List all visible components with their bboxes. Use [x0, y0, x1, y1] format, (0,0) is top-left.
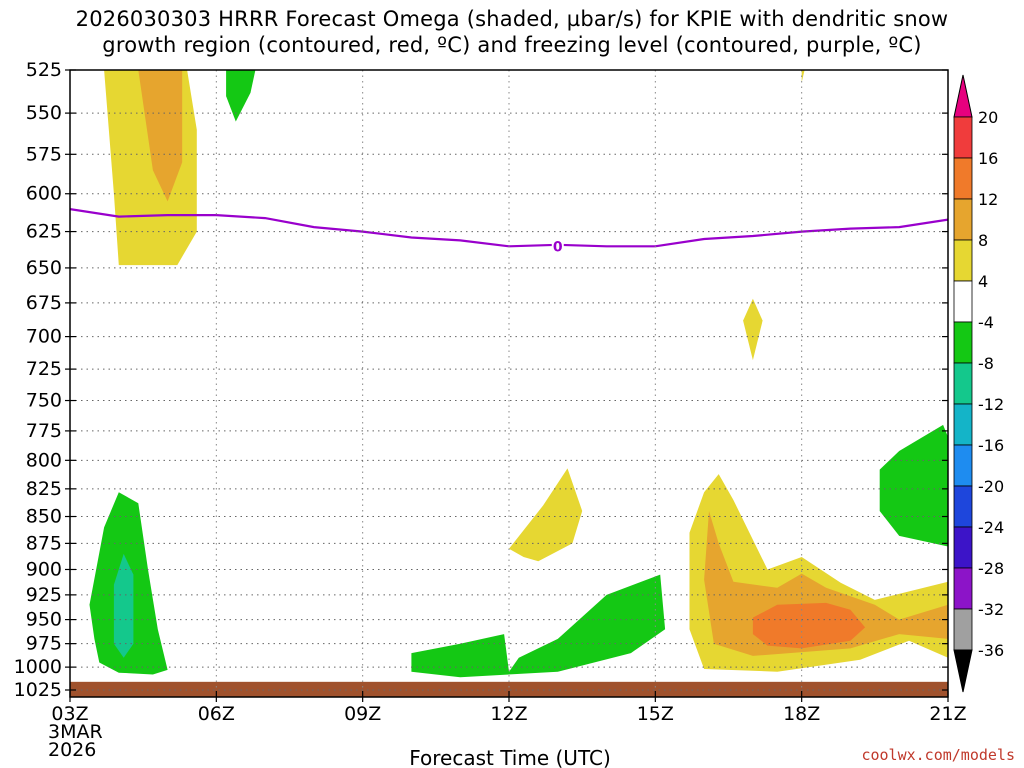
- y-tick-label: 1025: [14, 679, 62, 701]
- chart-title: 2026030303 HRRR Forecast Omega (shaded, …: [75, 7, 949, 57]
- colorbar-label: -32: [978, 600, 1004, 619]
- y-tick-label: 600: [26, 183, 62, 205]
- omega-region-8: [509, 468, 583, 562]
- x-tick-label: 09Z: [344, 703, 381, 725]
- omega-region-1: [138, 70, 183, 202]
- x-date-line1: 3MAR: [48, 721, 103, 743]
- colorbar-label: -28: [978, 559, 1004, 578]
- colorbar-bottom-arrow: [953, 649, 973, 693]
- x-tick-label: 15Z: [637, 703, 674, 725]
- colorbar-label: -20: [978, 477, 1004, 496]
- y-tick-label: 975: [26, 633, 62, 655]
- y-tick-label: 625: [26, 221, 62, 243]
- omega-region-9: [879, 424, 948, 547]
- omega-region-12: [752, 602, 866, 649]
- colorbar-label: -24: [978, 518, 1004, 537]
- omega-region-3: [801, 70, 805, 83]
- y-tick-label: 925: [26, 584, 62, 606]
- x-tick-label: 21Z: [929, 703, 966, 725]
- y-tick-label: 650: [26, 257, 62, 279]
- y-tick-label: 950: [26, 609, 62, 631]
- y-tick-label: 575: [26, 143, 62, 165]
- colorbar-segment: [953, 157, 973, 200]
- x-tick-label: 06Z: [198, 703, 235, 725]
- colorbar-label: 20: [978, 108, 998, 127]
- colorbar-segment: [953, 116, 973, 159]
- y-tick-label: 1000: [14, 656, 62, 678]
- y-tick-label: 725: [26, 358, 62, 380]
- x-tick-label: 18Z: [783, 703, 820, 725]
- colorbar-label: 4: [978, 272, 988, 291]
- omega-region-7: [411, 574, 666, 678]
- colorbar-segment: [953, 526, 973, 569]
- y-tick-label: 875: [26, 532, 62, 554]
- colorbar-label: 12: [978, 190, 998, 209]
- x-tick-label: 12Z: [490, 703, 527, 725]
- colorbar-label: 16: [978, 149, 998, 168]
- colorbar-segment: [953, 321, 973, 364]
- y-tick-label: 825: [26, 478, 62, 500]
- terrain-band: [70, 681, 948, 697]
- y-tick-label: 750: [26, 390, 62, 412]
- colorbar-segment: [953, 280, 973, 323]
- colorbar-label: -4: [978, 313, 994, 332]
- colorbar-segment: [953, 362, 973, 405]
- y-tick-label: 525: [26, 59, 62, 81]
- y-tick-label: 850: [26, 506, 62, 528]
- omega-region-6: [113, 553, 134, 658]
- colorbar-segment: [953, 239, 973, 282]
- omega-region-4: [743, 298, 763, 361]
- credit-label: coolwx.com/models: [861, 746, 1015, 764]
- omega-region-2: [226, 70, 256, 122]
- colorbar-label: -16: [978, 436, 1004, 455]
- y-tick-label: 700: [26, 326, 62, 348]
- colorbar-segment: [953, 198, 973, 241]
- y-tick-label: 900: [26, 558, 62, 580]
- y-tick-label: 800: [26, 449, 62, 471]
- colorbar-segment: [953, 485, 973, 528]
- x-axis-label: Forecast Time (UTC): [409, 746, 611, 768]
- colorbar-label: -8: [978, 354, 994, 373]
- freezing-level-label: 0: [553, 239, 563, 255]
- colorbar-segment: [953, 403, 973, 446]
- x-tick-label: 03Z: [51, 703, 88, 725]
- colorbar-label: 8: [978, 231, 988, 250]
- x-date-line2: 2026: [48, 739, 96, 761]
- y-tick-label: 675: [26, 292, 62, 314]
- colorbar-segment: [953, 608, 973, 651]
- freezing-level-label-bg: [551, 238, 564, 254]
- colorbar-top-arrow: [953, 74, 973, 118]
- y-tick-label: 775: [26, 420, 62, 442]
- colorbar-label: -12: [978, 395, 1004, 414]
- colorbar-label: -36: [978, 641, 1004, 660]
- colorbar-segment: [953, 444, 973, 487]
- y-tick-label: 550: [26, 102, 62, 124]
- colorbar-segment: [953, 567, 973, 610]
